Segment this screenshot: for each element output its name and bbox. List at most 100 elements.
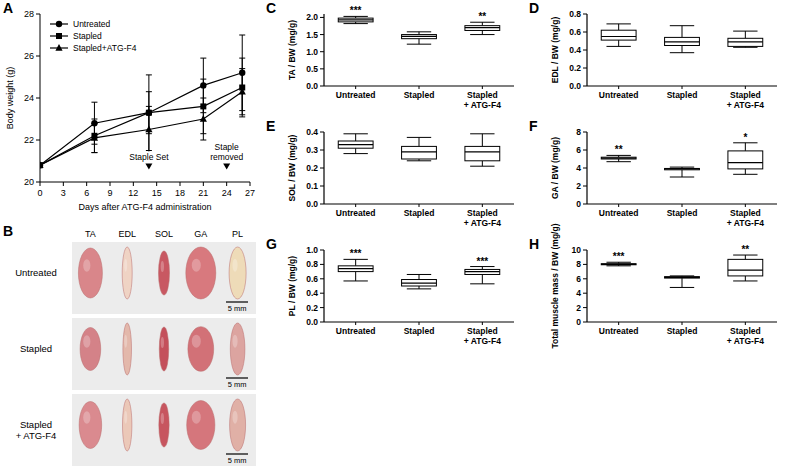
box-body — [338, 141, 373, 148]
error-cap — [239, 114, 245, 115]
y-tick — [583, 50, 587, 51]
error-cap — [91, 123, 97, 124]
box-body — [728, 151, 763, 169]
column-label: PL — [232, 229, 243, 239]
y-tick-label: 2 — [576, 303, 581, 313]
x-tick — [682, 322, 683, 325]
y-axis-title: PL / BW (mg/g) — [287, 256, 297, 316]
box-body — [728, 38, 763, 46]
y-tick — [583, 264, 587, 265]
whisker-cap — [470, 166, 494, 167]
muscle — [123, 323, 132, 375]
x-tick-label: 9 — [107, 188, 112, 198]
box-body — [402, 146, 437, 159]
error-stem — [242, 58, 243, 117]
x-axis — [40, 182, 250, 183]
error-cap — [239, 68, 245, 69]
x-tick-label: Untreated — [599, 90, 639, 100]
x-tick — [226, 182, 227, 186]
y-tick — [320, 68, 324, 69]
whisker-cap — [733, 280, 757, 281]
box-body — [465, 26, 500, 31]
muscle-highlight — [192, 259, 201, 272]
y-tick-label: 1.0 — [306, 245, 318, 255]
column-label: TA — [85, 229, 96, 239]
significance: * — [743, 132, 747, 143]
median — [728, 270, 763, 271]
legend-marker — [56, 33, 62, 39]
y-axis — [323, 250, 324, 322]
muscle-highlight — [124, 335, 127, 348]
error-cap — [200, 79, 206, 80]
y-tick — [320, 322, 324, 323]
muscle-highlight — [161, 413, 164, 424]
y-tick-label: 28 — [24, 9, 34, 19]
box — [338, 134, 373, 154]
x-tick — [419, 86, 420, 89]
whisker-high — [745, 31, 746, 38]
x-tick — [745, 204, 746, 207]
legend-label: Stapled+ATG-F4 — [73, 43, 137, 53]
whisker-cap — [670, 177, 694, 178]
y-tick-label: 0.8 — [306, 259, 318, 269]
whisker-cap — [670, 25, 694, 26]
whisker-cap — [670, 167, 694, 168]
x-tick-label: Stapled+ ATG-F4 — [464, 90, 501, 110]
y-tick — [583, 14, 587, 15]
whisker-low — [482, 30, 483, 34]
y-axis-title: SOL / BW (mg/g) — [287, 134, 297, 201]
column-label: EDL — [118, 229, 136, 239]
whisker-low — [682, 278, 683, 287]
x-tick — [40, 182, 41, 186]
y-tick-label: 6 — [576, 274, 581, 284]
annotation-patch — [206, 141, 246, 162]
median — [465, 27, 500, 28]
error-bar — [239, 69, 245, 115]
x-tick — [419, 322, 420, 325]
muscle-highlight — [161, 261, 164, 272]
box — [338, 259, 373, 281]
legend-label: Untreated — [73, 19, 111, 29]
x-tick — [682, 204, 683, 207]
box — [728, 143, 763, 175]
error-cap — [239, 35, 245, 36]
y-tick — [36, 140, 40, 141]
y-tick — [320, 264, 324, 265]
whisker-low — [682, 46, 683, 53]
x-tick-label: Stapled — [404, 90, 435, 100]
whisker-high — [618, 24, 619, 30]
box — [665, 26, 700, 53]
median — [665, 41, 700, 42]
y-tick-label: 0.2 — [306, 303, 318, 313]
whisker-high — [745, 143, 746, 151]
y-tick-label: 0.8 — [569, 9, 581, 19]
photo-background — [72, 242, 256, 314]
x-tick-label: Stapled — [404, 208, 435, 218]
annotation: Stapleremoved — [210, 142, 243, 162]
median — [402, 151, 437, 152]
box — [465, 22, 500, 34]
x-tick-label: 27 — [245, 188, 255, 198]
y-tick-label: 0.0 — [569, 81, 581, 91]
whisker-cap — [733, 174, 757, 175]
significance: *** — [613, 251, 625, 262]
whisker-high — [419, 274, 420, 279]
y-tick-label: 0.3 — [306, 145, 318, 155]
muscle — [188, 327, 214, 372]
y-axis-title: Body weight (g) — [5, 67, 15, 130]
y-tick — [583, 32, 587, 33]
x-tick — [180, 182, 181, 186]
whisker-cap — [470, 133, 494, 134]
y-axis-title: EDL / BW (mg/g) — [550, 17, 560, 84]
y-tick — [583, 150, 587, 151]
marker — [200, 115, 207, 122]
y-tick-label: 8 — [576, 259, 581, 269]
box — [465, 134, 500, 166]
x-tick-label: Stapled+ ATG-F4 — [727, 326, 764, 346]
whisker-cap — [407, 31, 431, 32]
muscle — [78, 248, 102, 298]
box-body — [338, 266, 373, 272]
legend-entry: Stapled+ATG-F4 — [50, 43, 137, 53]
y-axis-title: GA / BW (mg/g) — [550, 137, 560, 199]
y-tick-label: 6 — [576, 145, 581, 155]
